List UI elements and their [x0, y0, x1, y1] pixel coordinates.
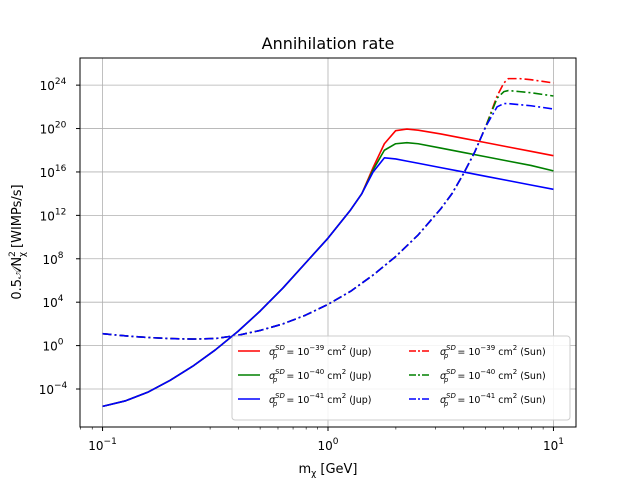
legend-box: [231, 335, 571, 421]
legend-label-1: σSD p = 10−39 cm2 (Jup): [269, 344, 371, 360]
x-axis-label-sub: χ: [311, 469, 316, 479]
y-tick-label: 1020: [40, 121, 67, 137]
y-tick-label: 1024: [40, 77, 67, 93]
series-lines: [102, 77, 554, 408]
x-axis-label: mχ [GeV]: [299, 462, 358, 479]
x-tick-label: 10−1: [88, 437, 117, 453]
y-tick-label: 1016: [40, 164, 67, 180]
legend-label-2: σSD p = 10−40 cm2 (Jup): [269, 368, 371, 384]
y-tick-label: 100: [42, 338, 63, 354]
y-tick-label: 108: [42, 251, 63, 267]
chart-title: Annihilation rate: [262, 34, 395, 53]
x-tick-label: 100: [317, 437, 338, 453]
x-tick-label: 101: [543, 437, 564, 453]
y-axis-label-unit: [WIMPs/s]: [10, 184, 25, 248]
legend-label-5: σSD p = 10−40 cm2 (Sun): [440, 368, 546, 384]
y-axis-label-main: 0.5𝒜N: [10, 257, 25, 300]
legend-label-6: σSD p = 10−41 cm2 (Sun): [440, 392, 546, 408]
series-line-5: [102, 89, 554, 340]
y-axis-label: 0.5𝒜N2χ [WIMPs/s]: [8, 184, 28, 299]
legend: σSD p = 10−39 cm2 (Jup) σSD p = 10−40 cm2 (…: [231, 335, 571, 421]
legend-entries: σSD p = 10−39 cm2 (Jup) σSD p = 10−40 cm2 (…: [238, 344, 546, 408]
series-line-3: [102, 157, 554, 408]
y-tick-label: 104: [42, 294, 63, 310]
x-axis-ticks: 10−1 100 101: [80, 427, 564, 453]
y-tick-label: 10−4: [39, 381, 68, 397]
y-tick-label: 1012: [40, 207, 67, 223]
x-axis-label-unit: [GeV]: [320, 462, 357, 477]
grid-lines: [80, 58, 576, 427]
legend-label-3: σSD p = 10−41 cm2 (Jup): [269, 392, 371, 408]
y-axis-ticks: 10−4 100 104 108 1012 1016 1020 1024: [39, 77, 80, 397]
y-axis-label-sup: 2: [8, 251, 18, 257]
x-axis-label-main: m: [299, 462, 312, 477]
y-axis-label-sub: χ: [18, 252, 28, 257]
legend-label-4: σSD p = 10−39 cm2 (Sun): [440, 344, 546, 360]
